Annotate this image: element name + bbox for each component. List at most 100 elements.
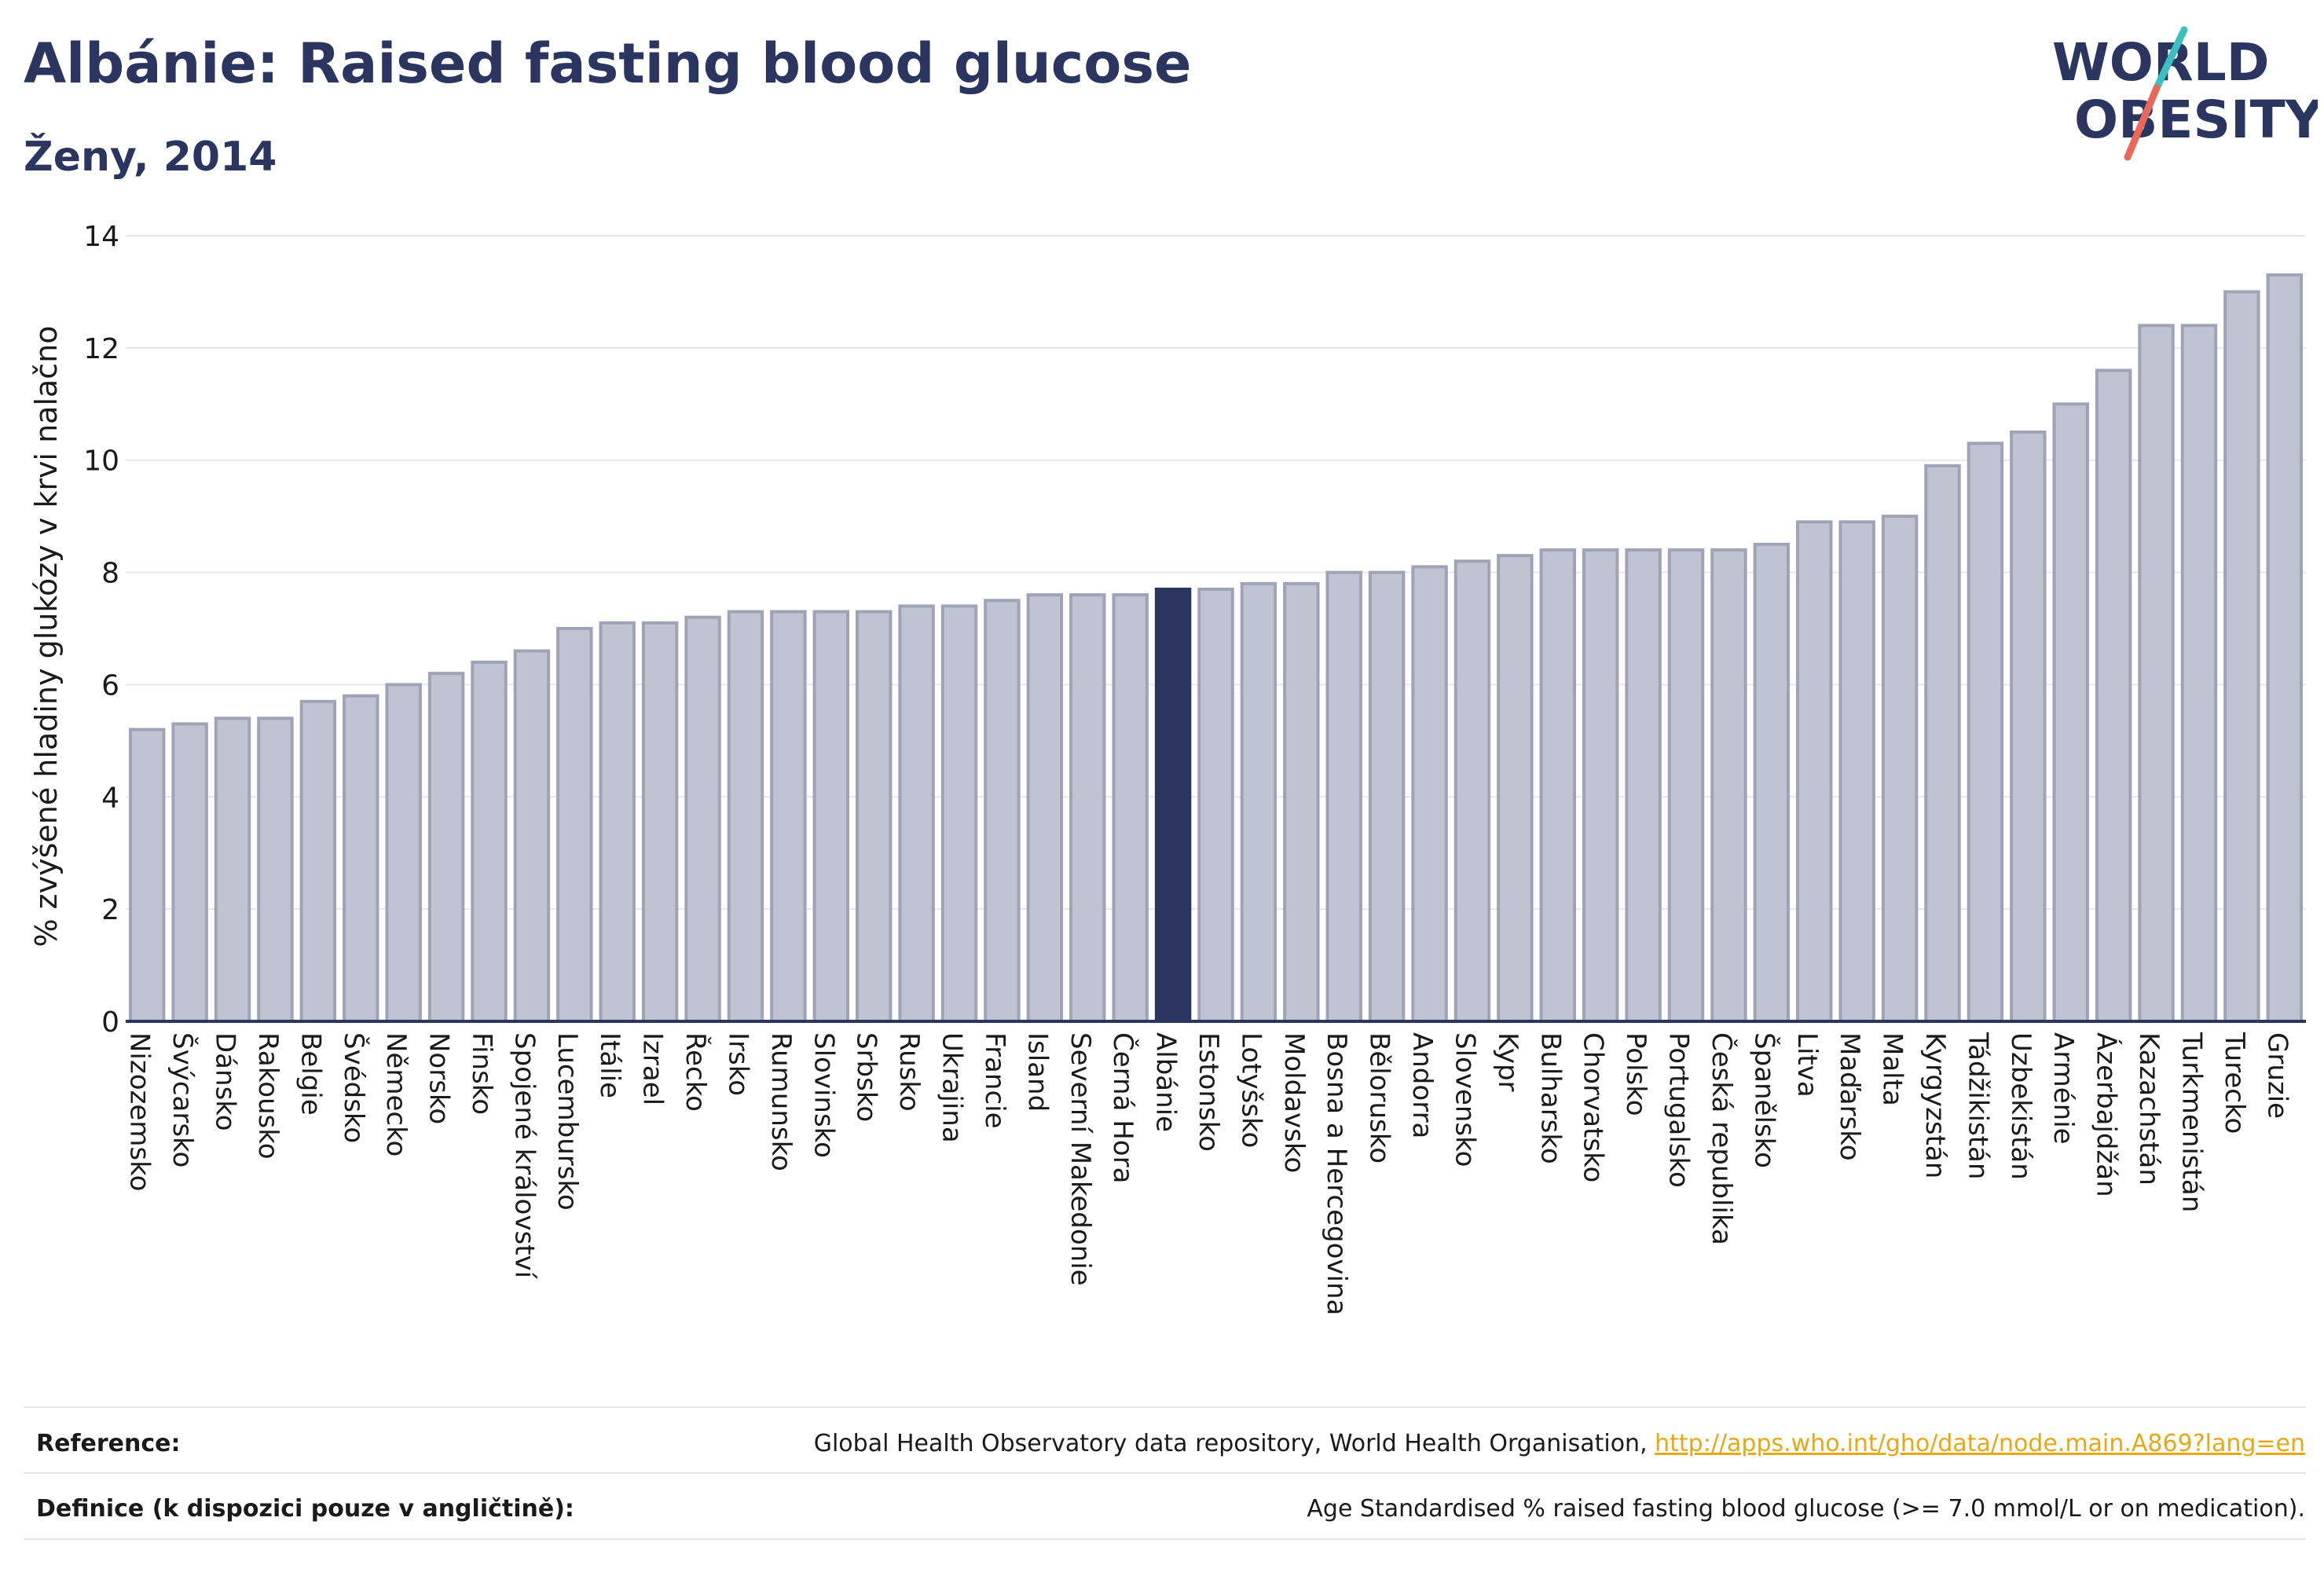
y-tick-label: 10 [83, 445, 119, 478]
x-tick-label: Malta [1877, 1032, 1908, 1106]
bar [599, 621, 636, 1023]
bar [1582, 548, 1619, 1023]
bar [343, 694, 379, 1023]
bar [427, 672, 465, 1024]
footer-divider-top [24, 1406, 2306, 1408]
x-tick-label: Srbsko [851, 1032, 882, 1122]
bar [1368, 570, 1406, 1023]
x-tick-label: Nizozemsko [124, 1032, 156, 1191]
x-tick-label: Lotyšsko [1235, 1032, 1266, 1148]
bar [1112, 593, 1149, 1023]
y-axis-ticks: 0 2 4 6 8 10 12 14 [83, 221, 119, 1039]
bar [2010, 431, 2047, 1023]
x-tick-label: Itálie [594, 1032, 625, 1098]
x-tick-label: Švédsko [338, 1032, 370, 1143]
logo-slash-red-icon [2124, 84, 2161, 161]
bar [1411, 565, 1448, 1023]
x-tick-label: Gruzie [2261, 1032, 2293, 1119]
x-tick-label: Ázerbajdžán [2091, 1032, 2123, 1197]
bar [1497, 554, 1534, 1023]
x-tick-label: Albánie [1150, 1032, 1182, 1132]
x-tick-label: Česká republika [1706, 1032, 1738, 1245]
reference-text: Global Health Observatory data repositor… [813, 1430, 1655, 1457]
footer-divider-bottom [24, 1538, 2306, 1540]
x-tick-label: Turkmenistán [2176, 1032, 2207, 1212]
x-tick-label: Černá Hora [1107, 1032, 1139, 1183]
reference-value: Global Health Observatory data repositor… [814, 1430, 2305, 1457]
y-tick-label: 0 [101, 1006, 119, 1039]
bar [1753, 542, 1791, 1023]
logo-slash-teal-icon [2153, 26, 2188, 92]
bar [2138, 324, 2175, 1023]
chart-title: Albánie: Raised fasting blood glucose [24, 31, 1192, 96]
bar [556, 627, 593, 1023]
x-tick-label: Kazachstán [2133, 1032, 2165, 1186]
chart-subtitle: Ženy, 2014 [24, 134, 277, 181]
bar [171, 722, 208, 1024]
bar [855, 610, 893, 1023]
bar [684, 615, 721, 1023]
x-tick-label: Litva [1791, 1032, 1823, 1098]
x-tick-label: Lucembursko [552, 1032, 583, 1211]
bar [2095, 368, 2132, 1023]
bar [1539, 548, 1577, 1023]
x-tick-label: Řecko [680, 1032, 712, 1112]
reference-link[interactable]: http://apps.who.int/gho/data/node.main.A… [1655, 1430, 2305, 1457]
bar [1796, 520, 1833, 1023]
x-tick-label: Rumunsko [765, 1032, 797, 1171]
x-tick-label: Estonsko [1193, 1032, 1224, 1152]
bar [1325, 570, 1362, 1023]
x-tick-label: Portugalsko [1663, 1032, 1695, 1188]
x-tick-label: Andorra [1406, 1032, 1438, 1138]
x-tick-label: Bělorusko [1364, 1032, 1395, 1164]
x-tick-label: Německo [380, 1032, 412, 1156]
x-tick-label: Kyrgyzstán [1919, 1032, 1951, 1178]
x-tick-label: Rakousko [252, 1032, 284, 1160]
x-tick-label: Izrael [637, 1032, 669, 1105]
bar [513, 649, 551, 1023]
x-tick-label: Francie [979, 1032, 1010, 1129]
bar [1026, 593, 1064, 1023]
x-tick-label: Arménie [2047, 1032, 2079, 1145]
bar [2266, 273, 2304, 1023]
footer-divider-middle [24, 1472, 2306, 1474]
x-tick-label: Turecko [2219, 1032, 2250, 1134]
bar [940, 604, 978, 1023]
x-tick-label: Ukrajina [937, 1032, 968, 1143]
bar [1881, 515, 1919, 1023]
x-tick-label: Belgie [295, 1032, 326, 1116]
world-obesity-logo: WORLD OBESITY [2052, 26, 2318, 161]
bar [128, 728, 166, 1023]
y-axis-label: % zvýšené hladiny glukózy v krvi nalačno [29, 325, 64, 947]
x-tick-label: Norsko [423, 1032, 455, 1124]
bar [1838, 520, 1875, 1023]
bar [385, 683, 422, 1024]
bar [257, 717, 294, 1023]
x-tick-label: Severní Makedonie [1065, 1032, 1096, 1286]
bar [984, 599, 1021, 1023]
bar [1924, 464, 1961, 1023]
bar [727, 610, 764, 1023]
bars [128, 273, 2304, 1024]
x-tick-label: Finsko [466, 1032, 497, 1115]
x-tick-label: Bosna a Hercegovina [1321, 1032, 1352, 1315]
definition-value: Age Standardised % raised fasting blood … [1307, 1495, 2305, 1523]
bar-highlight [1154, 588, 1192, 1023]
bar [471, 660, 508, 1023]
bar [1967, 442, 2004, 1023]
y-tick-label: 2 [101, 894, 119, 926]
bar [1283, 581, 1320, 1023]
y-tick-label: 8 [101, 558, 119, 590]
x-axis-labels: Nizozemsko Švýcarsko Dánsko Rakousko Belgie Š… [124, 1032, 2293, 1315]
bar [2180, 324, 2218, 1023]
bar [1453, 559, 1491, 1023]
logo-text-obesity: OBESITY [2074, 90, 2318, 150]
x-tick-label: Island [1021, 1032, 1053, 1112]
bar [1069, 593, 1106, 1023]
bar [1667, 548, 1705, 1023]
bar [898, 604, 935, 1023]
x-tick-label: Tádžikistán [1962, 1032, 1993, 1179]
bar [299, 699, 337, 1023]
x-tick-label: Švýcarsko [167, 1032, 199, 1167]
y-tick-label: 12 [83, 333, 119, 365]
